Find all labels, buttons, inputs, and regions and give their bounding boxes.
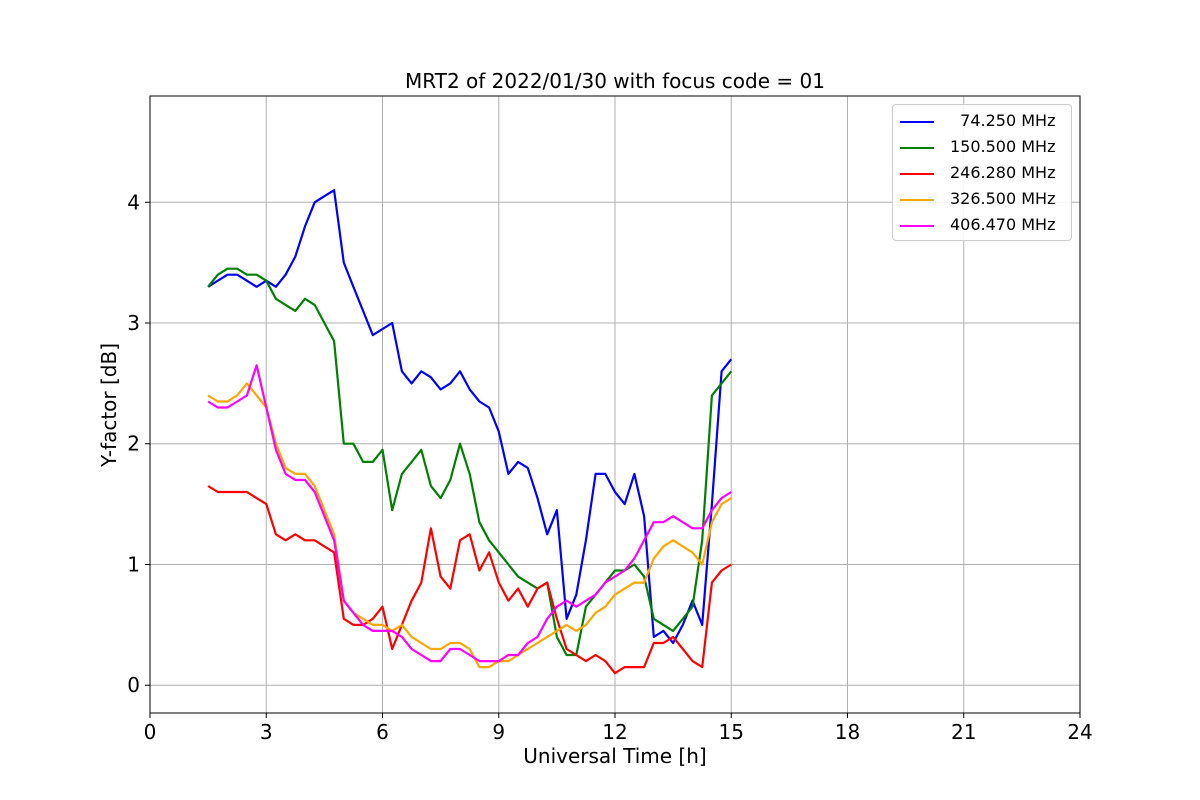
- legend-item: 150.500 MHz: [893, 135, 1071, 161]
- legend-item: 326.500 MHz: [893, 187, 1071, 213]
- series-line-2: [207, 485, 732, 675]
- legend-label: 326.500 MHz: [950, 189, 1056, 208]
- legend-line-swatch: [900, 121, 934, 123]
- legend-line-swatch: [900, 173, 934, 175]
- legend-label: 150.500 MHz: [950, 137, 1056, 156]
- y-tick-label: 3: [127, 311, 140, 335]
- y-tick-label: 1: [127, 552, 140, 576]
- x-tick-label: 15: [719, 720, 744, 744]
- y-tick-label: 4: [127, 190, 140, 214]
- legend-line-swatch: [900, 225, 934, 227]
- legend-label: 406.470 MHz: [950, 215, 1056, 234]
- y-tick-label: 0: [127, 673, 140, 697]
- legend-label: 246.280 MHz: [950, 163, 1056, 182]
- legend: 74.250 MHz 150.500 MHz 246.280 MHz 326.5…: [892, 104, 1072, 241]
- legend-label: 74.250 MHz: [950, 111, 1056, 130]
- x-tick-label: 21: [951, 720, 976, 744]
- legend-item: 246.280 MHz: [893, 161, 1071, 187]
- x-tick-label: 12: [602, 720, 627, 744]
- legend-item: 406.470 MHz: [893, 213, 1071, 239]
- legend-line-swatch: [900, 147, 934, 149]
- x-tick-label: 6: [376, 720, 389, 744]
- x-tick-label: 18: [835, 720, 860, 744]
- series-line-0: [207, 189, 733, 645]
- y-tick-label: 2: [127, 432, 140, 456]
- series-line-3: [207, 382, 732, 669]
- legend-item: 74.250 MHz: [893, 109, 1071, 135]
- series-lines: [207, 189, 733, 675]
- x-tick-label: 3: [260, 720, 273, 744]
- legend-line-swatch: [900, 199, 934, 201]
- y-axis-label: Y-factor [dB]: [97, 343, 121, 468]
- series-line-4: [207, 364, 732, 663]
- x-tick-label: 24: [1067, 720, 1092, 744]
- x-axis-label: Universal Time [h]: [523, 744, 706, 768]
- series-line-1: [207, 267, 733, 657]
- chart-title: MRT2 of 2022/01/30 with focus code = 01: [405, 69, 825, 93]
- x-tick-label: 9: [492, 720, 505, 744]
- x-tick-label: 0: [144, 720, 157, 744]
